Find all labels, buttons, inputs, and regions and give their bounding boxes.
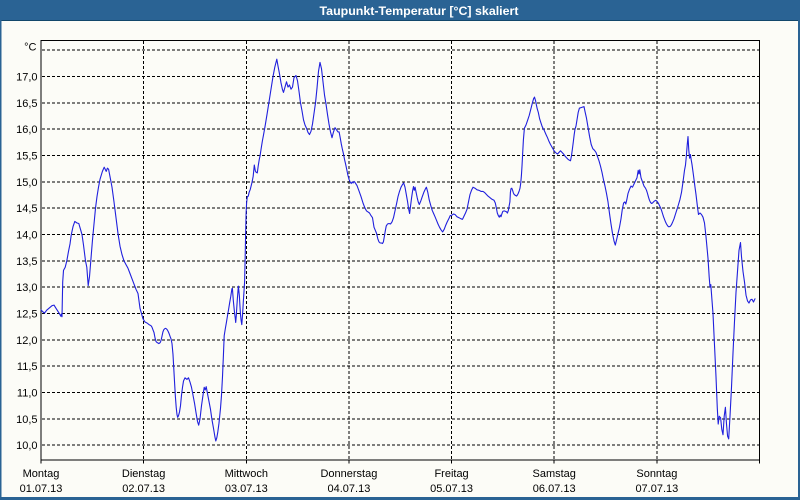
svg-text:11,0: 11,0 [17, 387, 38, 399]
svg-text:Mittwoch: Mittwoch [225, 468, 268, 480]
svg-text:02.07.13: 02.07.13 [122, 483, 165, 495]
svg-text:05.07.13: 05.07.13 [430, 483, 473, 495]
svg-text:Samstag: Samstag [532, 468, 575, 480]
svg-text:Freitag: Freitag [434, 468, 468, 480]
svg-text:10,5: 10,5 [16, 414, 37, 426]
svg-text:Sonntag: Sonntag [636, 468, 677, 480]
svg-text:11,5: 11,5 [17, 361, 38, 373]
svg-text:Montag: Montag [23, 468, 60, 480]
svg-text:°C: °C [24, 42, 36, 54]
svg-text:06.07.13: 06.07.13 [533, 483, 576, 495]
svg-text:04.07.13: 04.07.13 [328, 483, 371, 495]
svg-text:Dienstag: Dienstag [122, 468, 165, 480]
svg-text:Taupunkt-Temperatur [°C] skali: Taupunkt-Temperatur [°C] skaliert [320, 4, 519, 18]
svg-text:01.07.13: 01.07.13 [20, 483, 63, 495]
svg-text:13,5: 13,5 [16, 256, 37, 268]
svg-text:14,5: 14,5 [16, 203, 37, 215]
svg-text:15,0: 15,0 [16, 177, 37, 189]
svg-text:03.07.13: 03.07.13 [225, 483, 268, 495]
svg-text:13,0: 13,0 [16, 282, 37, 294]
svg-text:12,5: 12,5 [16, 308, 37, 320]
svg-text:10,0: 10,0 [16, 440, 37, 452]
svg-text:17,0: 17,0 [16, 72, 37, 84]
svg-text:07.07.13: 07.07.13 [635, 483, 678, 495]
svg-text:16,0: 16,0 [16, 124, 37, 136]
svg-text:12,0: 12,0 [16, 335, 37, 347]
svg-text:Donnerstag: Donnerstag [320, 468, 377, 480]
svg-text:14,0: 14,0 [16, 230, 37, 242]
svg-text:16,5: 16,5 [16, 98, 37, 110]
svg-text:15,5: 15,5 [16, 151, 37, 163]
